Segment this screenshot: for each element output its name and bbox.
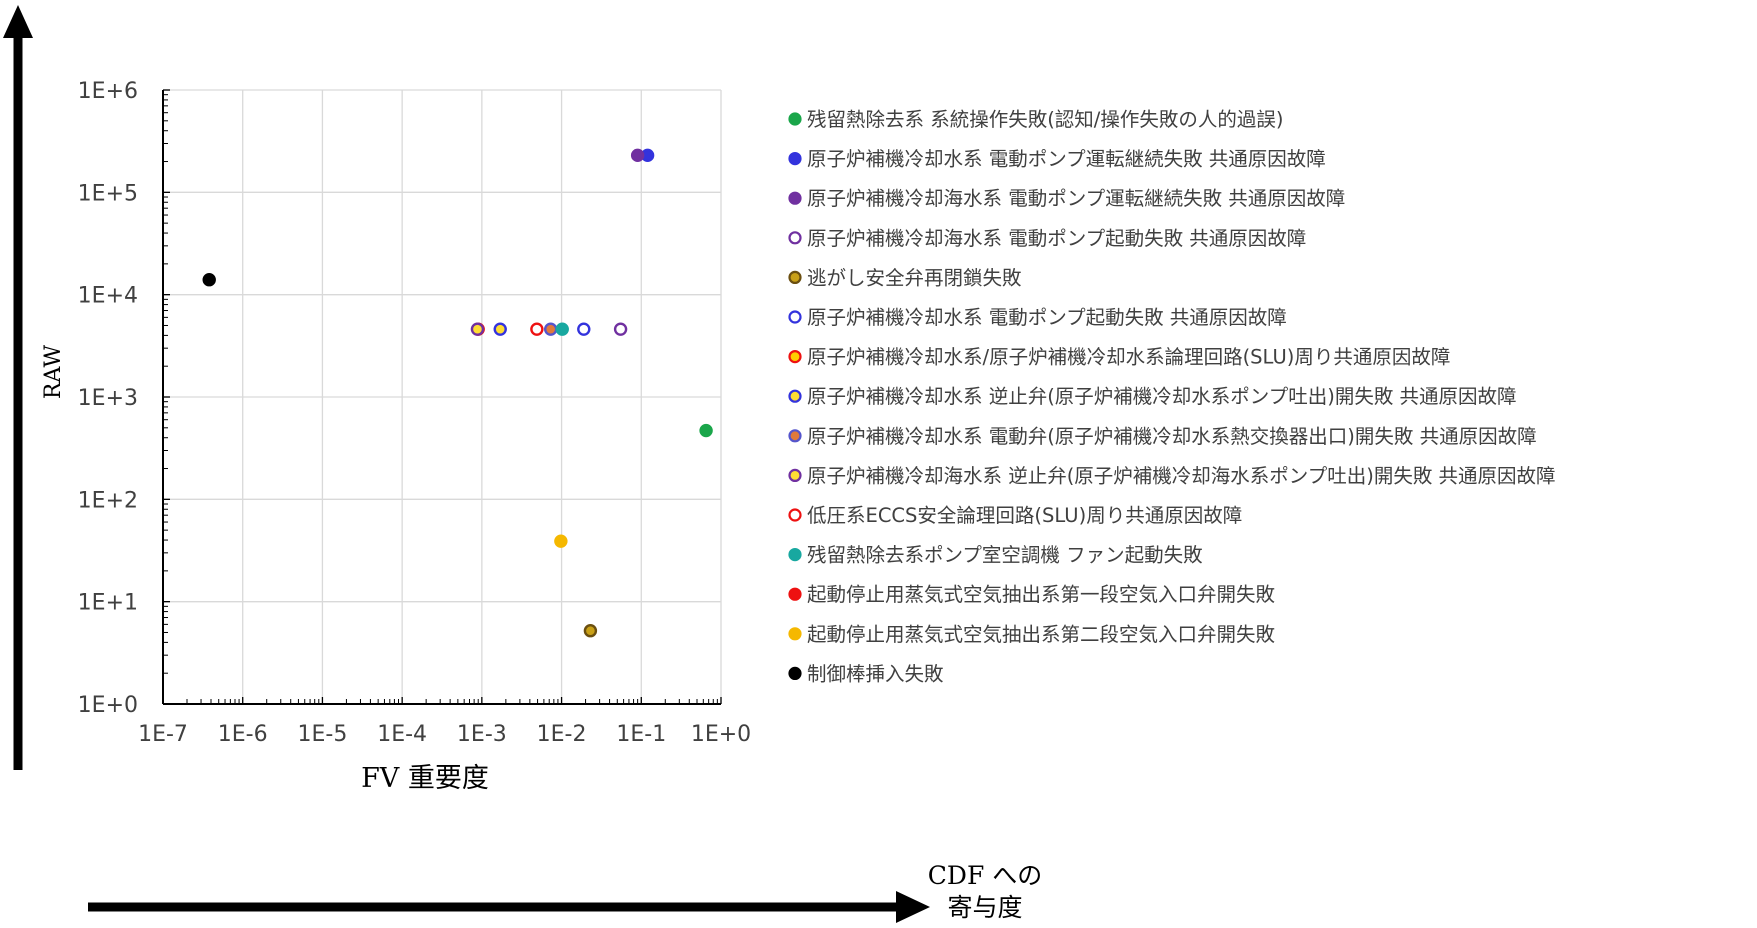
y-tick-label: 1E+0 — [78, 693, 138, 718]
data-point — [630, 148, 645, 163]
legend-marker — [788, 310, 802, 324]
legend-label: 原子炉補機冷却水系/原子炉補機冷却水系論理回路(SLU)周り共通原因故障 — [807, 346, 1450, 369]
y-tick-label: 1E+1 — [78, 591, 138, 616]
legend-label: 原子炉補機冷却水系 電動ポンプ運転継続失敗 共通原因故障 — [807, 148, 1326, 171]
x-arrow-label-line2: 寄与度 — [947, 893, 1022, 922]
legend-marker — [788, 350, 802, 364]
legend-marker — [788, 627, 802, 641]
y-tick-label: 1E+6 — [78, 79, 138, 104]
x-tick-label: 1E+0 — [691, 722, 751, 747]
legend-label: 原子炉補機冷却海水系 電動ポンプ運転継続失敗 共通原因故障 — [807, 187, 1345, 210]
legend-marker — [788, 389, 802, 403]
legend-marker — [788, 547, 802, 562]
legend-label: 起動停止用蒸気式空気抽出系第二段空気入口弁開失敗 — [807, 623, 1275, 646]
data-point — [699, 423, 713, 438]
legend-label: 残留熱除去系ポンプ室空調機 ファン起動失敗 — [807, 544, 1203, 567]
legend-label: 原子炉補機冷却海水系 電動ポンプ起動失敗 共通原因故障 — [807, 227, 1306, 250]
x-tick-label: 1E-3 — [457, 722, 507, 747]
y-tick-labels: 1E+0 1E+1 1E+2 1E+3 1E+4 1E+5 1E+6 — [78, 79, 138, 718]
y-tick-label: 1E+5 — [78, 181, 138, 206]
legend-label: 制御棒挿入失敗 — [807, 662, 944, 685]
x-tick-label: 1E-4 — [377, 722, 427, 747]
legend-label: 残留熱除去系 系統操作失敗(認知/操作失敗の人的過誤) — [807, 108, 1283, 131]
x-tick-label: 1E-2 — [537, 722, 587, 747]
legend-marker — [788, 468, 802, 482]
legend: 残留熱除去系 系統操作失敗(認知/操作失敗の人的過誤) 原子炉補機冷却水系 電動ポ… — [788, 108, 1556, 685]
legend-marker — [788, 152, 802, 166]
data-point — [554, 534, 568, 548]
data-point — [583, 624, 598, 638]
x-tick-labels: 1E-7 1E-6 1E-5 1E-4 1E-3 1E-2 1E-1 1E+0 — [138, 722, 751, 747]
x-direction-arrow — [88, 891, 930, 923]
legend-label: 原子炉補機冷却海水系 逆止弁(原子炉補機冷却海水系ポンプ吐出)開失敗 共通原因故… — [807, 464, 1556, 487]
legend-label: 起動停止用蒸気式空気抽出系第一段空気入口弁開失敗 — [807, 583, 1275, 606]
data-point — [555, 322, 569, 336]
legend-marker — [788, 191, 802, 205]
y-tick-label: 1E+2 — [78, 488, 138, 513]
data-point — [613, 322, 628, 336]
legend-marker — [788, 270, 802, 284]
legend-label: 原子炉補機冷却水系 電動弁(原子炉補機冷却水系熱交換器出口)開失敗 共通原因故障 — [807, 425, 1537, 448]
x-tick-label: 1E-6 — [218, 722, 268, 747]
data-point — [470, 322, 485, 336]
legend-marker — [788, 231, 802, 245]
legend-label: 原子炉補機冷却水系 電動ポンプ起動失敗 共通原因故障 — [807, 306, 1287, 329]
data-point — [202, 273, 216, 287]
x-axis-title: FV 重要度 — [361, 763, 489, 794]
x-tick-label: 1E-5 — [298, 722, 348, 747]
data-point — [543, 322, 558, 336]
y-axis-title: RAW — [41, 345, 66, 400]
y-tick-label: 1E+4 — [78, 284, 138, 309]
x-arrow-label-line1: CDF への — [928, 861, 1042, 890]
legend-marker — [788, 508, 802, 522]
data-point — [530, 322, 544, 336]
x-tick-label: 1E-1 — [616, 722, 666, 747]
data-point — [493, 322, 507, 336]
x-tick-label: 1E-7 — [138, 722, 188, 747]
y-direction-arrow — [3, 5, 33, 770]
legend-marker — [788, 429, 802, 443]
data-point — [577, 322, 591, 336]
legend-label: 低圧系ECCS安全論理回路(SLU)周り共通原因故障 — [807, 504, 1242, 527]
legend-marker — [788, 112, 802, 126]
y-tick-label: 1E+3 — [78, 386, 138, 411]
legend-marker — [788, 666, 802, 681]
legend-label: 原子炉補機冷却水系 逆止弁(原子炉補機冷却水系ポンプ吐出)開失敗 共通原因故障 — [807, 385, 1517, 408]
legend-marker — [788, 587, 802, 601]
legend-label: 逃がし安全弁再閉鎖失敗 — [807, 266, 1022, 289]
data-points — [202, 148, 713, 638]
